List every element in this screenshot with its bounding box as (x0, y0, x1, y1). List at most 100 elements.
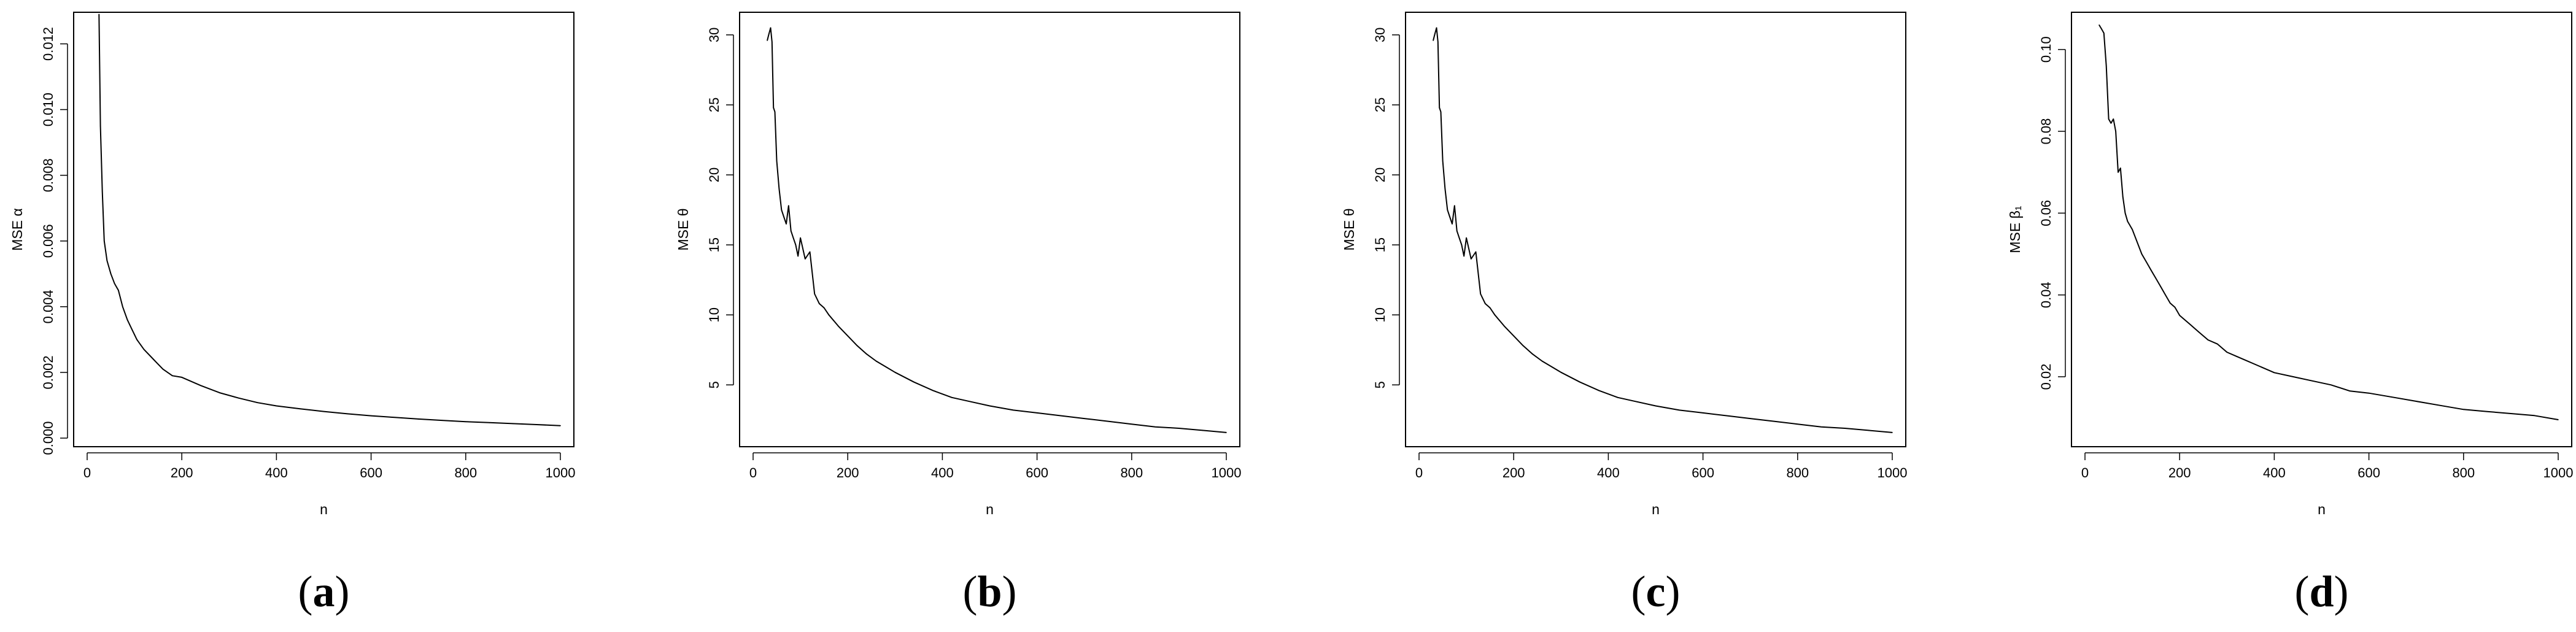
y-tick-label: 0.002 (41, 355, 56, 389)
y-tick-label: 25 (706, 98, 722, 112)
data-point (790, 230, 792, 232)
data-point (1036, 412, 1038, 414)
y-axis-label: MSE θ (1341, 208, 1357, 250)
data-point (809, 251, 811, 253)
data-point (805, 258, 806, 260)
data-point (800, 237, 801, 239)
data-point (1617, 397, 1619, 398)
plot-frame (739, 12, 1240, 447)
data-point (970, 401, 972, 403)
data-point (2115, 131, 2116, 132)
data-point (1679, 409, 1680, 411)
data-point (99, 125, 101, 127)
x-tick-label: 400 (931, 465, 954, 480)
x-axis-label: n (2318, 501, 2326, 517)
data-point (2151, 269, 2152, 271)
data-point (98, 13, 100, 15)
data-point (1471, 258, 1472, 260)
data-point (347, 413, 348, 415)
data-point (103, 240, 105, 242)
data-point (2165, 294, 2166, 296)
y-axis-label: MSE β₁ (2007, 206, 2023, 253)
x-tick-label: 400 (265, 465, 288, 480)
data-point (114, 283, 115, 285)
x-tick-label: 800 (1120, 465, 1143, 480)
data-point (885, 366, 886, 368)
data-point (323, 410, 325, 412)
panel-caption: (a) (298, 567, 350, 616)
y-tick-label: 20 (706, 168, 722, 182)
data-point (1485, 303, 1486, 304)
data-point (795, 244, 797, 245)
x-tick-label: 1000 (546, 465, 576, 480)
data-point (441, 420, 443, 421)
data-point (1598, 390, 1599, 391)
y-tick-label: 0.012 (41, 27, 56, 61)
y-tick-label: 0.04 (2038, 282, 2054, 308)
data-point (951, 397, 953, 398)
data-point (2174, 306, 2176, 308)
data-point (797, 255, 799, 257)
data-point (1532, 353, 1533, 355)
data-point (1655, 405, 1657, 407)
data-point (560, 425, 561, 426)
data-point (2122, 196, 2124, 198)
y-tick-label: 0.06 (2038, 200, 2054, 226)
data-point (1466, 237, 1467, 239)
y-tick-label: 0.08 (2038, 118, 2054, 145)
data-point (2098, 24, 2100, 26)
data-point (153, 358, 154, 360)
data-point (2127, 220, 2129, 222)
data-point (2155, 278, 2157, 279)
data-point (2439, 404, 2441, 406)
data-point (1440, 111, 1442, 113)
data-point (773, 107, 774, 109)
data-point (238, 397, 239, 399)
data-point (772, 41, 773, 43)
data-point (1749, 418, 1751, 419)
plot-frame (73, 12, 574, 447)
data-point (2113, 118, 2114, 120)
chart-panel-c: 0 200 400 600 800 1000 5 10 15 20 25 30 n MSE θ (c) (1341, 12, 1907, 616)
data-point (768, 34, 770, 36)
data-point (1439, 107, 1440, 109)
data-point (1447, 209, 1449, 210)
x-tick-label: 200 (2168, 465, 2191, 480)
panel-caption: (c) (1631, 567, 1681, 616)
data-point (106, 260, 108, 261)
data-point (219, 392, 220, 393)
y-tick-label: 10 (706, 307, 722, 322)
data-point (1726, 415, 1727, 417)
y-tick-label: 0.000 (41, 421, 56, 455)
data-point (786, 223, 787, 225)
data-point (1503, 325, 1505, 327)
data-point (1513, 335, 1514, 337)
data-point (792, 237, 794, 239)
data-point (1155, 426, 1156, 428)
data-point (200, 385, 201, 387)
data-point (171, 375, 173, 377)
data-point (2217, 343, 2218, 345)
plot-frame (1405, 12, 1906, 447)
data-point (2141, 253, 2143, 255)
data-point (1579, 381, 1580, 383)
data-point (1436, 27, 1437, 29)
data-point (2534, 415, 2535, 417)
data-point (1773, 420, 1775, 422)
data-point (856, 345, 858, 347)
data-point (2108, 118, 2110, 120)
data-point (2179, 315, 2180, 316)
data-point (417, 418, 419, 420)
data-point (1202, 430, 1204, 431)
x-tick-label: 1000 (1878, 465, 1908, 480)
data-point (2207, 339, 2209, 341)
data-point (1461, 244, 1463, 245)
data-point (1013, 409, 1014, 411)
data-point (2486, 410, 2488, 412)
data-point (2330, 384, 2332, 386)
data-point (126, 319, 128, 321)
x-tick-label: 600 (1692, 465, 1714, 480)
x-axis-label: n (320, 501, 328, 517)
data-point (770, 27, 772, 29)
